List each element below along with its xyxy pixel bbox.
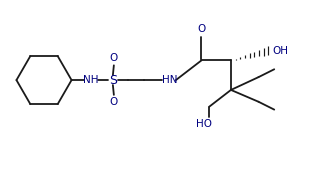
Text: O: O: [197, 24, 205, 34]
Text: O: O: [110, 97, 118, 107]
Text: HN: HN: [162, 75, 178, 85]
Text: NH: NH: [84, 75, 99, 85]
Text: O: O: [110, 53, 118, 63]
Text: OH: OH: [272, 46, 288, 56]
Text: S: S: [109, 74, 117, 87]
Text: HO: HO: [196, 119, 212, 129]
